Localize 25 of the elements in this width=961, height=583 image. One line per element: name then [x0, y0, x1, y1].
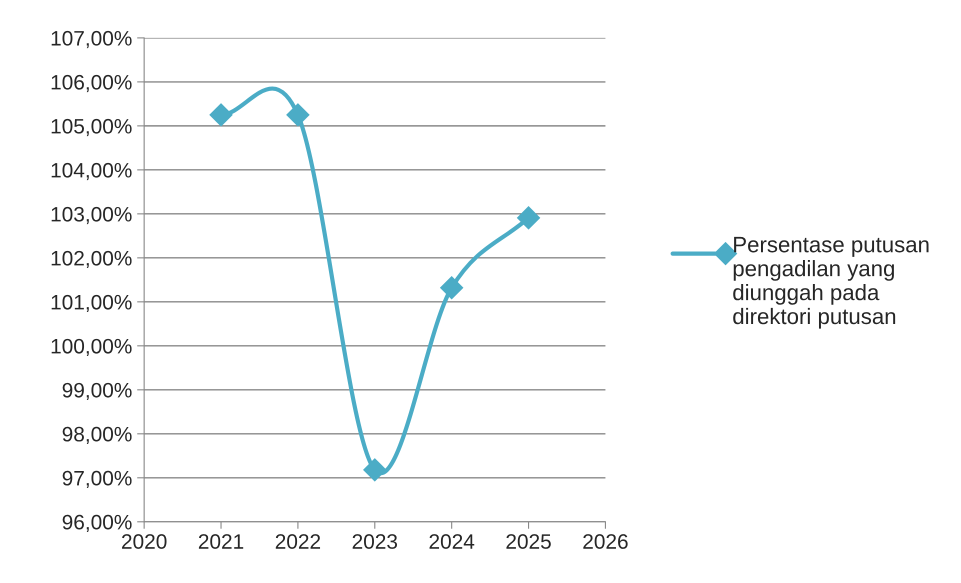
point [286, 103, 310, 126]
x-tick-label: 2022 [276, 534, 320, 549]
x-tick-label: 2026 [583, 534, 628, 549]
x-tick-label: 2020 [122, 534, 167, 549]
y-tick-label: 103,00% [52, 206, 132, 224]
x-tick-label: 2025 [506, 534, 551, 549]
y-tick-label: 105,00% [52, 118, 132, 136]
y-tick-label: 102,00% [52, 250, 132, 268]
x-tick-label: 2024 [430, 534, 474, 549]
x-tick-label: 2023 [352, 534, 398, 549]
y-tick-label: 104,00% [52, 162, 132, 180]
y-tick-label: 97,00% [62, 470, 132, 488]
y-tick-label: 98,00% [62, 426, 132, 444]
point [517, 206, 540, 230]
point [440, 276, 464, 300]
y-tick-label: 101,00% [52, 294, 132, 312]
point [363, 458, 386, 482]
y-tick-label: 107,00% [52, 30, 132, 48]
x-tick-label: 2021 [198, 534, 244, 549]
legend-label: Persentase putusan pengadilan yang diunggah pada direktori putusan [733, 236, 929, 329]
y-tick-label: 96,00% [62, 514, 132, 532]
y-tick-label: 106,00% [52, 74, 132, 92]
point [210, 103, 233, 126]
y-tick-label: 100,00% [52, 338, 132, 356]
y-tick-label: 99,00% [62, 382, 132, 400]
